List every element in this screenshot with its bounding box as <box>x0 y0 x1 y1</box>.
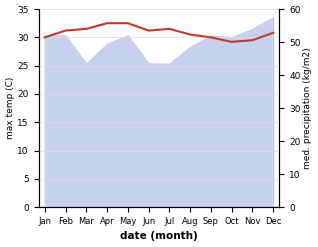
Y-axis label: max temp (C): max temp (C) <box>5 77 15 139</box>
X-axis label: date (month): date (month) <box>120 231 198 242</box>
Y-axis label: med. precipitation (kg/m2): med. precipitation (kg/m2) <box>303 47 313 169</box>
